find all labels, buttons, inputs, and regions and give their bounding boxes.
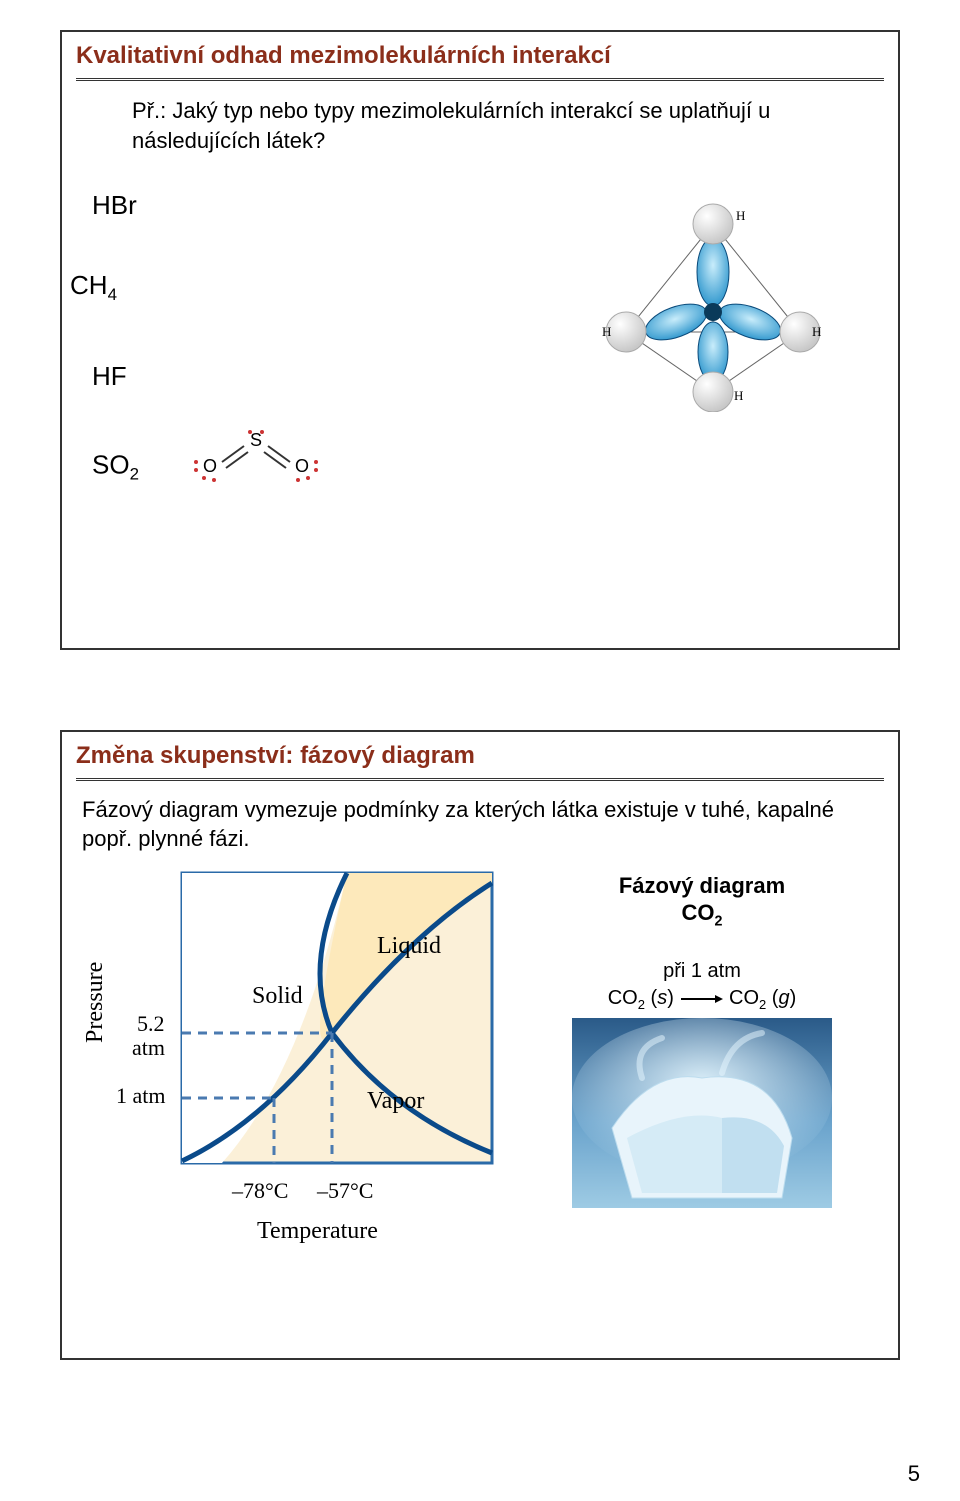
phase-description: Fázový diagram vymezuje podmínky za kter…: [82, 796, 878, 853]
lewis-s-label: S: [250, 430, 262, 450]
page-number: 5: [908, 1461, 920, 1487]
slide-phase-diagram: Změna skupenství: fázový diagram Fázový …: [60, 730, 900, 1360]
fd-label-line2-sub: 2: [715, 913, 723, 929]
y-axis-label: Pressure: [82, 962, 108, 1043]
ytick-atm: atm: [132, 1035, 165, 1060]
fd-label-line2-base: CO: [682, 900, 715, 925]
fd-label-line1: Fázový diagram: [619, 873, 785, 898]
lewis-o-left-label: O: [203, 456, 217, 476]
slide1-body: Př.: Jaký typ nebo typy mezimolekulárníc…: [62, 82, 898, 557]
region-solid: Solid: [252, 983, 303, 1009]
so2-base: SO: [92, 449, 130, 479]
example-question: Př.: Jaký typ nebo typy mezimolekulárníc…: [132, 96, 868, 155]
ch4-h-top: H: [736, 208, 745, 223]
ytick-1atm: 1 atm: [116, 1083, 166, 1108]
react-r-sub: 2: [759, 997, 766, 1012]
molecule-so2: SO2 S O O: [92, 426, 868, 507]
react-l-base: CO: [608, 987, 638, 1009]
slide1-title: Kvalitativní odhad mezimolekulárních int…: [62, 32, 898, 74]
lewis-o-right-label: O: [295, 456, 309, 476]
slide2-title: Změna skupenství: fázový diagram: [62, 732, 898, 774]
phase-right-column: Fázový diagram CO2 při 1 atm CO2 (s) CO2…: [542, 863, 832, 1208]
react-r-base: CO: [729, 987, 759, 1009]
ytick-5-2: 5.2: [137, 1011, 165, 1036]
ch4-figure: H H H H: [598, 202, 828, 417]
xtick-78: –78°C: [231, 1178, 288, 1203]
ch4-h-bottom: H: [734, 388, 743, 403]
react-l-sub: 2: [638, 997, 645, 1012]
slide2-body: Fázový diagram vymezuje podmínky za kter…: [62, 782, 898, 1308]
so2-lewis-structure: S O O: [186, 426, 326, 507]
phase-diagram-co2-label: Fázový diagram CO2: [572, 873, 832, 930]
sublimation-reaction: CO2 (s) CO2 (g): [572, 987, 832, 1012]
phase-diagram-chart: Pressure: [82, 863, 542, 1288]
ch4-h-left: H: [602, 324, 611, 339]
dry-ice-image: [572, 1018, 832, 1208]
x-axis-label: Temperature: [257, 1218, 378, 1244]
phase-row: Pressure: [82, 863, 878, 1288]
ch4-h-right: H: [812, 324, 821, 339]
ch4-base: CH: [70, 270, 108, 300]
react-r-state-text: (g): [772, 987, 796, 1009]
slide-interactions: Kvalitativní odhad mezimolekulárních int…: [60, 30, 900, 650]
region-liquid: Liquid: [377, 933, 441, 959]
region-vapor: Vapor: [367, 1088, 424, 1114]
react-l-state-text: (s): [651, 987, 674, 1009]
xtick-57: –57°C: [316, 1178, 373, 1203]
ch4-sub: 4: [108, 286, 117, 305]
so2-sub: 2: [130, 464, 139, 483]
at-1atm-label: při 1 atm: [572, 960, 832, 983]
arrow-icon: [679, 993, 723, 1005]
